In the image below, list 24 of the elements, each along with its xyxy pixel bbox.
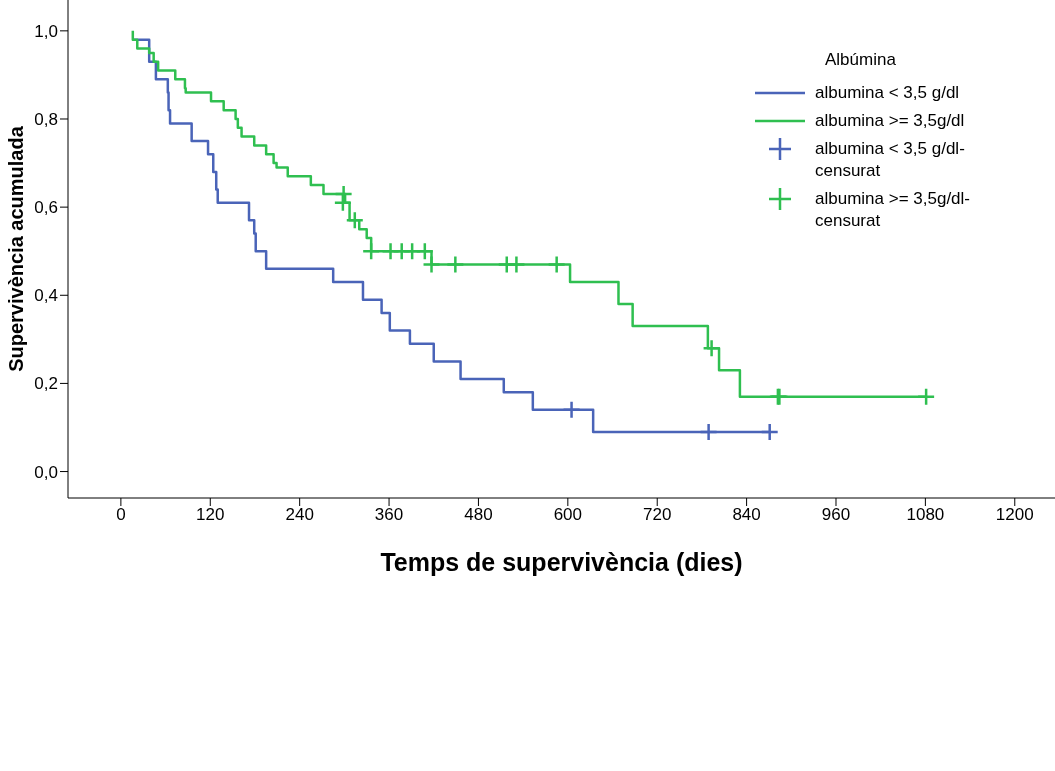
x-tick-label: 840 <box>732 505 761 525</box>
y-axis-title: Supervivència acumulada <box>5 125 28 372</box>
y-tick-label: 0,8 <box>34 110 58 130</box>
x-tick-label: 600 <box>553 505 583 525</box>
legend-label: albumina < 3,5 g/dl <box>815 82 961 104</box>
x-tick-label: 0 <box>116 505 126 525</box>
x-tick-label: 360 <box>374 505 404 525</box>
legend-title: Albúmina <box>825 50 897 70</box>
x-tick-label: 1080 <box>906 505 945 525</box>
y-tick-label: 0,0 <box>34 462 58 482</box>
x-tick-label: 1200 <box>995 505 1034 525</box>
x-tick-label: 120 <box>196 505 225 525</box>
x-tick-label: 240 <box>285 505 314 525</box>
legend-label: albumina >= 3,5g/dl-censurat <box>815 188 971 232</box>
legend-label: albumina < 3,5 g/dl-censurat <box>815 138 966 182</box>
x-tick-label: 960 <box>821 505 851 525</box>
y-tick-label: 0,4 <box>34 286 58 306</box>
y-tick-label: 0,2 <box>34 374 58 394</box>
legend-label: albumina >= 3,5g/dl <box>815 110 966 132</box>
x-axis-title: Temps de supervivència (dies) <box>380 548 743 576</box>
x-tick-label: 480 <box>464 505 493 525</box>
y-tick-label: 1,0 <box>34 21 58 41</box>
y-tick-label: 0,6 <box>34 198 58 218</box>
x-tick-label: 720 <box>643 505 672 525</box>
